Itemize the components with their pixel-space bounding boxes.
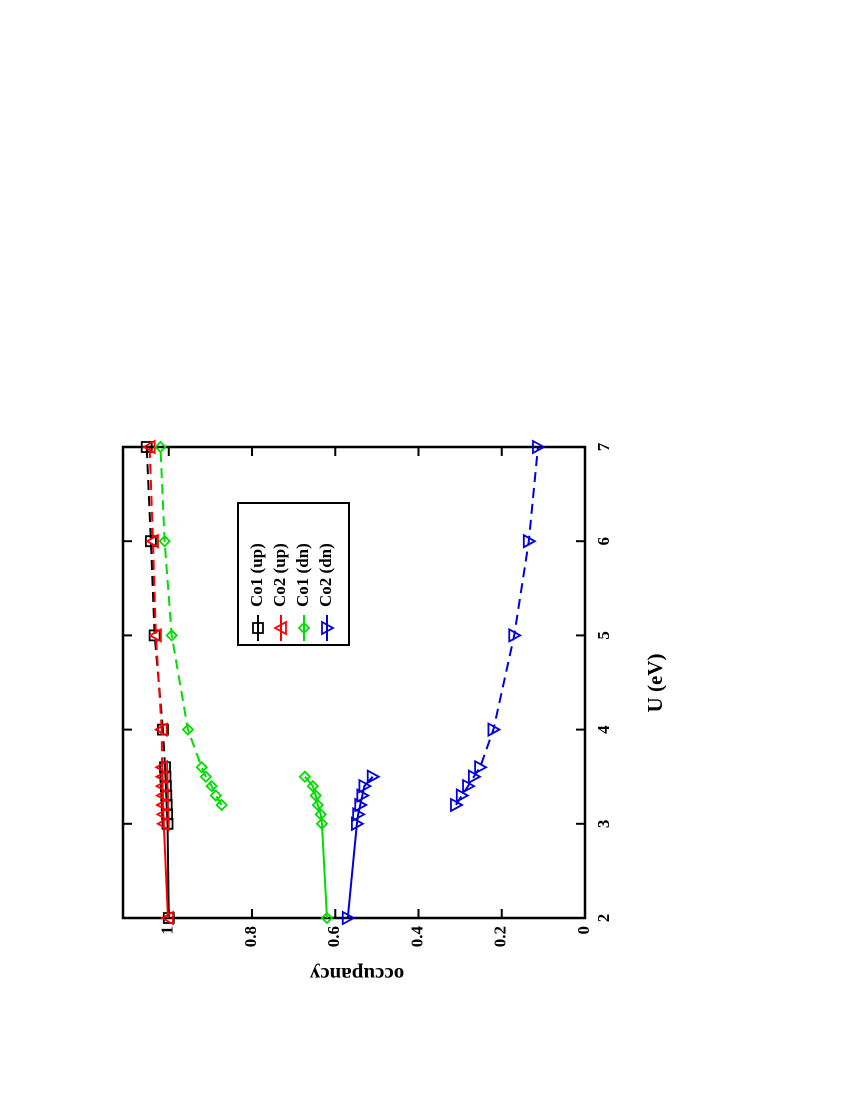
marker <box>352 806 367 822</box>
legend-label: Co2 (dn) <box>316 543 335 607</box>
marker <box>522 533 537 549</box>
marker <box>341 910 356 926</box>
marker <box>195 761 208 774</box>
legend-label: Co2 (up) <box>270 543 289 607</box>
series-line <box>455 446 539 806</box>
x-tick-label: 4 <box>594 725 613 734</box>
y-tick-label: 0 <box>574 926 593 935</box>
marker <box>314 808 327 821</box>
marker <box>155 797 169 813</box>
marker <box>148 627 162 643</box>
y-tick-label: 0.6 <box>324 926 343 947</box>
marker <box>351 816 365 832</box>
x-axis-label: U (eV) <box>643 654 667 713</box>
series-line <box>159 446 223 806</box>
legend-label: Co1 (up) <box>247 543 266 607</box>
marker <box>155 806 170 822</box>
x-tick-label: 3 <box>594 820 613 829</box>
y-tick-label: 0.8 <box>241 926 260 947</box>
marker <box>165 629 178 642</box>
x-tick-label: 6 <box>594 537 613 546</box>
series-line <box>161 767 169 919</box>
marker <box>356 788 371 804</box>
marker <box>153 722 168 738</box>
y-tick-label: 1 <box>158 926 177 935</box>
marker <box>306 779 320 793</box>
marker <box>158 534 171 548</box>
marker <box>154 778 169 794</box>
marker <box>309 789 322 802</box>
marker <box>320 911 334 925</box>
marker <box>297 621 311 635</box>
marker <box>252 622 264 634</box>
series-line <box>304 776 328 919</box>
y-tick-label: 0.4 <box>407 926 426 948</box>
y-axis-label: occupancy <box>309 963 404 987</box>
marker <box>145 533 159 549</box>
series-line <box>145 446 164 730</box>
series-line <box>346 776 374 919</box>
marker <box>181 723 195 736</box>
x-tick-label: 7 <box>594 442 613 451</box>
marker <box>321 620 335 636</box>
marker <box>358 778 373 794</box>
legend <box>237 502 350 646</box>
marker <box>354 797 369 813</box>
marker <box>209 789 223 802</box>
marker <box>155 816 170 832</box>
marker <box>474 759 488 775</box>
marker <box>154 769 169 785</box>
series-line <box>148 446 163 730</box>
x-tick-label: 2 <box>594 914 613 923</box>
y-tick-label: 0.2 <box>491 926 510 947</box>
marker <box>298 770 312 783</box>
connector <box>161 729 167 768</box>
marker <box>154 440 167 454</box>
marker <box>311 798 325 812</box>
marker <box>508 627 523 643</box>
marker <box>532 439 546 455</box>
marker <box>199 770 213 783</box>
marker <box>366 769 381 785</box>
x-tick-label: 5 <box>594 631 613 640</box>
marker <box>487 722 502 738</box>
marker <box>215 798 228 812</box>
marker <box>205 779 218 793</box>
marker <box>315 817 329 831</box>
marker <box>155 788 169 804</box>
marker <box>160 910 174 926</box>
legend-label: Co1 (dn) <box>293 543 312 607</box>
chart: U (eV) occupancy 2 3 4 5 6 7 0 0.2 0.4 0.6 0.8 1 Co1… <box>121 439 667 987</box>
marker <box>273 620 287 636</box>
